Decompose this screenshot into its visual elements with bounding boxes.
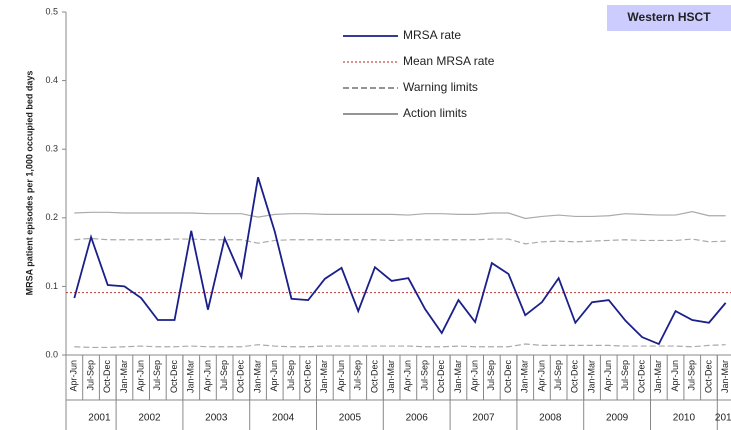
x-tick-label: Jul-Sep bbox=[353, 360, 363, 391]
year-label: 2001 bbox=[88, 413, 111, 424]
x-tick-label: Apr-Jun bbox=[136, 360, 146, 392]
x-tick-label: Oct-Dec bbox=[637, 360, 647, 394]
data-line bbox=[73, 177, 727, 346]
y-tick-label: 0.1 bbox=[45, 281, 58, 291]
x-tick-label: Apr-Jun bbox=[69, 360, 79, 392]
x-tick-label: Jan-Mar bbox=[586, 360, 596, 393]
title-box bbox=[607, 5, 731, 31]
x-tick-label: Jul-Sep bbox=[486, 360, 496, 391]
x-tick-label: Oct-Dec bbox=[436, 360, 446, 394]
year-label: 2005 bbox=[339, 413, 362, 424]
year-label: 2010 bbox=[673, 413, 696, 424]
x-tick-label: Jul-Sep bbox=[219, 360, 229, 391]
x-tick-label: Jan-Mar bbox=[453, 360, 463, 393]
x-tick-label: Apr-Jun bbox=[536, 360, 546, 392]
x-tick-label: Apr-Jun bbox=[269, 360, 279, 392]
y-tick-label: 0.2 bbox=[45, 212, 58, 222]
y-tick-label: 0.4 bbox=[45, 75, 58, 85]
x-tick-label: Jul-Sep bbox=[85, 360, 95, 391]
legend-label: Warning limits bbox=[403, 80, 478, 94]
x-tick-label: Oct-Dec bbox=[169, 360, 179, 394]
x-tick-label: Apr-Jun bbox=[403, 360, 413, 392]
x-tick-label: Jul-Sep bbox=[152, 360, 162, 391]
year-label: 2002 bbox=[138, 413, 161, 424]
x-tick-label: Oct-Dec bbox=[102, 360, 112, 394]
year-label: 2007 bbox=[472, 413, 495, 424]
year-label: 2009 bbox=[606, 413, 629, 424]
x-tick-label: Jan-Mar bbox=[720, 360, 730, 393]
legend-label: Mean MRSA rate bbox=[403, 54, 495, 68]
x-tick-label: Jan-Mar bbox=[186, 360, 196, 393]
legend-label: Action limits bbox=[403, 106, 467, 120]
x-tick-label: Jan-Mar bbox=[252, 360, 262, 393]
chart-title: Western HSCT bbox=[627, 10, 711, 24]
x-tick-label: Jan-Mar bbox=[319, 360, 329, 393]
x-tick-label: Oct-Dec bbox=[303, 360, 313, 394]
y-tick-label: 0.3 bbox=[45, 144, 58, 154]
year-label: 2006 bbox=[406, 413, 429, 424]
limit-line bbox=[74, 211, 726, 220]
x-tick-label: Oct-Dec bbox=[570, 360, 580, 394]
year-label: 2011 bbox=[715, 413, 731, 424]
year-label: 2008 bbox=[539, 413, 562, 424]
x-tick-label: Jan-Mar bbox=[386, 360, 396, 393]
y-axis-title: MRSA patient episodes per 1,000 occupied… bbox=[24, 71, 34, 296]
x-tick-label: Jan-Mar bbox=[520, 360, 530, 393]
x-tick-label: Jan-Mar bbox=[653, 360, 663, 393]
x-tick-label: Jul-Sep bbox=[553, 360, 563, 391]
x-tick-label: Apr-Jun bbox=[470, 360, 480, 392]
year-label: 2003 bbox=[205, 413, 228, 424]
limit-line bbox=[74, 343, 726, 349]
x-tick-label: Apr-Jun bbox=[336, 360, 346, 392]
x-tick-label: Jul-Sep bbox=[286, 360, 296, 391]
x-tick-label: Oct-Dec bbox=[703, 360, 713, 394]
legend-label: MRSA rate bbox=[403, 28, 461, 42]
x-tick-label: Apr-Jun bbox=[202, 360, 212, 392]
x-tick-label: Apr-Jun bbox=[603, 360, 613, 392]
x-tick-label: Oct-Dec bbox=[503, 360, 513, 394]
year-label: 2004 bbox=[272, 413, 295, 424]
x-tick-label: Oct-Dec bbox=[369, 360, 379, 394]
x-tick-label: Jul-Sep bbox=[687, 360, 697, 391]
x-tick-label: Jul-Sep bbox=[620, 360, 630, 391]
limit-line bbox=[74, 237, 726, 245]
x-tick-label: Jan-Mar bbox=[119, 360, 129, 393]
x-tick-label: Apr-Jun bbox=[670, 360, 680, 392]
x-tick-label: Jul-Sep bbox=[419, 360, 429, 391]
x-tick-label: Oct-Dec bbox=[236, 360, 246, 394]
y-tick-label: 0.0 bbox=[45, 349, 58, 359]
y-tick-label: 0.5 bbox=[45, 6, 58, 16]
